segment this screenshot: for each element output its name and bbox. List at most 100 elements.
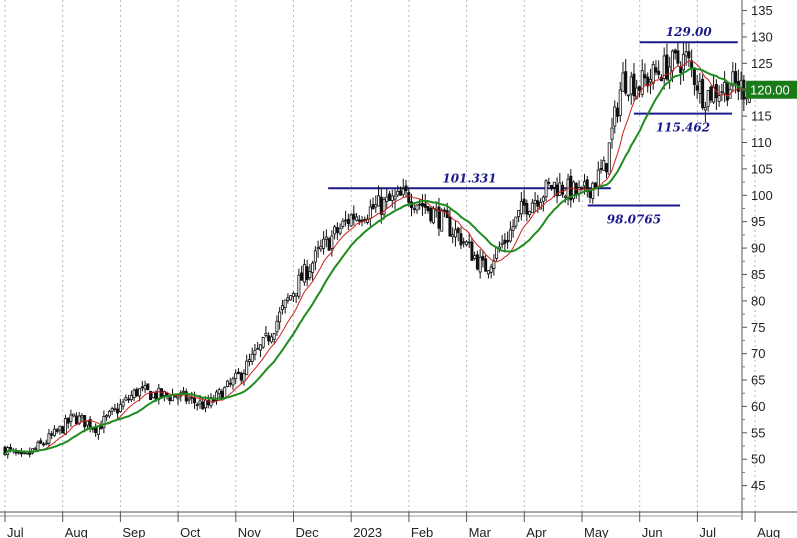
candle-body [544, 180, 548, 198]
candle-body [635, 87, 639, 99]
candle-body [624, 71, 628, 94]
candle-body [275, 320, 279, 333]
x-tick-label: Sep [122, 525, 145, 538]
candle-body [684, 51, 688, 57]
candle-body [437, 206, 441, 229]
y-tick-label: 70 [751, 346, 765, 361]
candle-body [605, 163, 609, 173]
candle-body [607, 142, 611, 175]
candle-body [687, 51, 691, 59]
candle-body [69, 414, 73, 422]
candle-body [396, 191, 400, 196]
candle-body [324, 236, 328, 240]
candle-body [80, 415, 84, 418]
candle-body [234, 372, 238, 380]
y-tick-label: 130 [751, 29, 773, 44]
candle-body [588, 190, 592, 198]
candle-body [176, 396, 180, 400]
candle-body [440, 209, 444, 232]
candle-body [407, 192, 411, 203]
candle-body [289, 295, 293, 301]
candle-body [648, 79, 652, 83]
candle-body [280, 305, 284, 310]
candle-body [269, 336, 273, 343]
candle-body [618, 89, 622, 116]
candle-body [113, 407, 117, 410]
candle-body [470, 241, 474, 261]
candle-body [643, 74, 647, 79]
candle-body [495, 247, 499, 259]
candle-body [679, 66, 683, 73]
candle-body [577, 187, 581, 194]
moving-averages [4, 60, 750, 456]
candle-body [646, 76, 650, 87]
candle-body [346, 219, 350, 225]
candle-body [121, 401, 125, 407]
candle-body [681, 54, 685, 71]
candle-body [673, 49, 677, 54]
candle-body [149, 390, 153, 401]
candle-body [231, 378, 235, 386]
candle-body [94, 427, 98, 434]
candle-body [536, 200, 540, 207]
candle-body [404, 185, 408, 192]
candle-body [467, 241, 471, 244]
candle-body [418, 203, 422, 206]
candle-body [506, 240, 510, 243]
candle-body [256, 347, 260, 350]
candle-body [338, 227, 342, 234]
candle-body [602, 160, 606, 171]
candle-body [426, 206, 430, 211]
x-tick-label: Aug [65, 525, 88, 538]
candle-body [615, 107, 619, 117]
candle-body [58, 425, 62, 431]
candle-body [459, 233, 463, 246]
candle-body [124, 397, 128, 401]
candle-body [330, 235, 334, 249]
y-tick-label: 90 [751, 241, 765, 256]
candle-body [572, 181, 576, 199]
candle-body [385, 196, 389, 202]
candle-body [720, 91, 724, 94]
candle-body [388, 193, 392, 201]
candle-body [703, 107, 707, 111]
candle-body [613, 106, 617, 127]
candle-body [333, 226, 337, 235]
candle-body [283, 299, 287, 308]
candle-body [464, 241, 468, 246]
candle-body [637, 86, 641, 91]
y-tick-label: 75 [751, 320, 765, 335]
candle-body [709, 86, 713, 101]
candle-body [193, 397, 197, 404]
candle-body [228, 382, 232, 385]
candle-body [272, 333, 276, 340]
level-label: 98.0765 [607, 212, 661, 226]
candle-body [223, 386, 227, 399]
candle-body [47, 433, 51, 444]
candle-body [110, 408, 114, 412]
level-label: 115.462 [656, 121, 710, 135]
candle-body [393, 195, 397, 200]
x-tick-label: Mar [469, 525, 492, 538]
candle-body [462, 241, 466, 244]
candle-body [366, 218, 370, 223]
candle-body [423, 203, 427, 208]
candle-body [492, 260, 496, 269]
candle-body [357, 219, 361, 222]
candle-body [555, 184, 559, 197]
candle-body [632, 73, 636, 97]
candle-body [50, 433, 54, 436]
candle-body [550, 184, 554, 189]
candle-body [475, 254, 479, 270]
y-tick-label: 50 [751, 452, 765, 467]
candle-body [107, 410, 111, 417]
axes [0, 0, 797, 520]
y-tick-label: 85 [751, 267, 765, 282]
x-tick-label: Oct [180, 525, 201, 538]
x-tick-label: May [584, 525, 609, 538]
price-tag-label: 120.00 [750, 83, 790, 98]
candle-body [610, 127, 614, 140]
candle-body [657, 70, 661, 75]
candle-body [286, 297, 290, 301]
candle-body [198, 400, 202, 405]
